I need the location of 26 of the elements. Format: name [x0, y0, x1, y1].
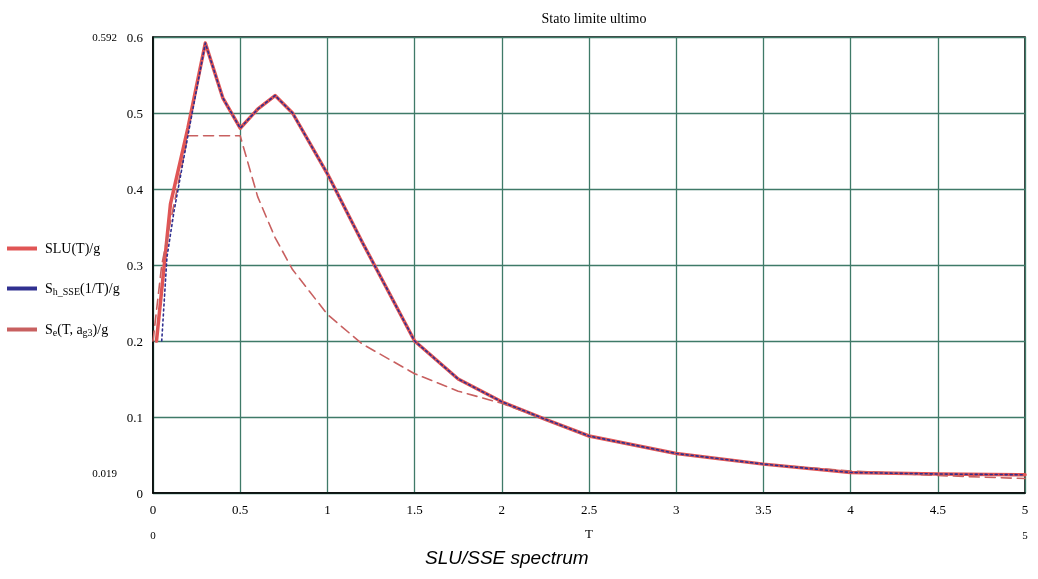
x-tick-label: 3: [672, 502, 680, 517]
y-tick-label: 0.1: [126, 409, 143, 425]
y-tick-label: 0.2: [126, 333, 143, 349]
y-tick-label: 0.5: [126, 105, 143, 121]
legend-label: SLU(T)/g: [45, 241, 101, 257]
text: 5: [1022, 529, 1029, 541]
x-tick-label: 2.5: [580, 502, 598, 517]
x-tick-label: 5: [1021, 502, 1029, 517]
x-tick-label: 2: [498, 502, 506, 517]
text: 0: [150, 529, 157, 541]
y-tick-label: 0.6: [126, 29, 144, 45]
x-axis-title: T: [585, 526, 594, 541]
x-tick-label: 0.5: [232, 502, 249, 517]
text: 0.019: [92, 467, 118, 479]
x-tick-label: 3.5: [755, 502, 772, 517]
y-tick-label: 0.4: [126, 181, 144, 197]
text: 0.592: [92, 31, 117, 43]
x-tick-label: 4: [847, 502, 855, 517]
x-tick-label: 1: [324, 502, 331, 517]
text: SLU/SSE spectrum: [425, 547, 589, 568]
x-tick-label: 1.5: [406, 502, 423, 517]
x-tick-label: 0: [149, 502, 157, 517]
y-tick-label: 0: [136, 485, 143, 501]
x-tick-label: 4.5: [929, 502, 946, 517]
chart-title: Stato limite ultimo: [541, 10, 647, 26]
y-tick-label: 0.3: [126, 257, 143, 273]
